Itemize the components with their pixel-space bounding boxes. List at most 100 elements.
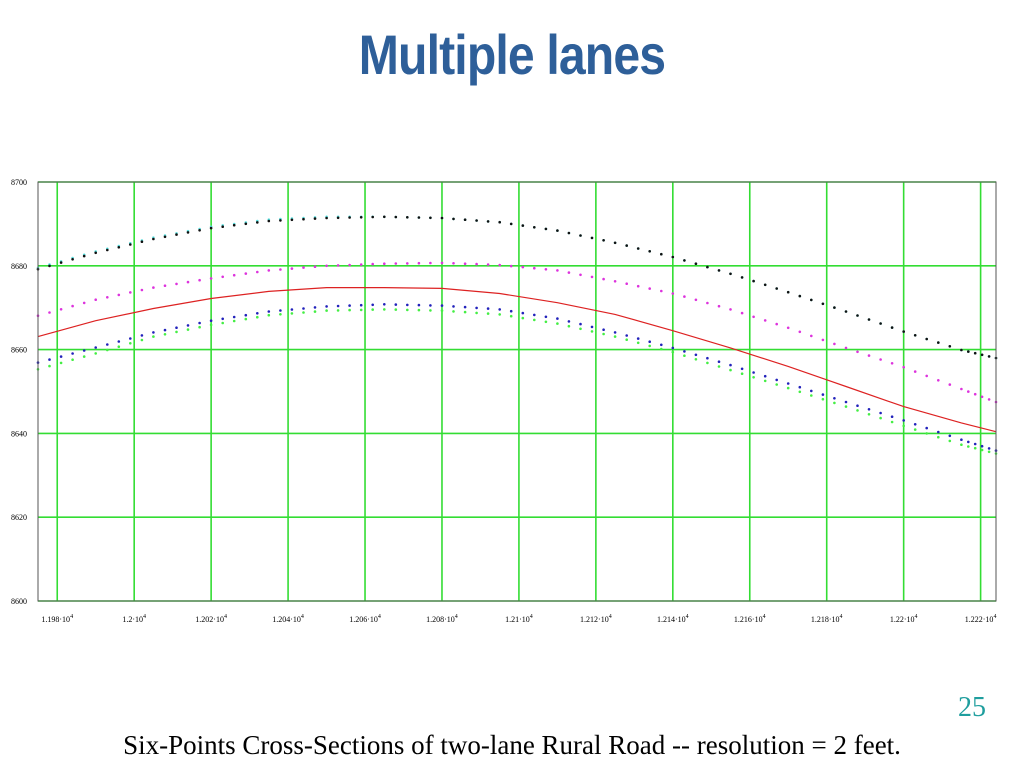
series-point [833,401,836,405]
series-point [336,309,340,312]
x-tick-label: 1.21·104 [505,614,533,624]
series-point [671,255,675,259]
series-point [117,246,121,249]
series-point [613,335,617,338]
series-point [752,371,755,374]
series-point [579,234,582,237]
series-point [498,263,502,267]
y-tick-label: 8620 [11,513,27,522]
series-point [348,308,351,312]
series-point [509,309,513,313]
series-point [498,220,502,224]
series-point [602,277,605,281]
plot-frame [37,181,997,602]
series-point [406,308,409,312]
series-point [821,393,825,396]
series-point [440,309,444,312]
series-point [59,361,63,365]
series-point [636,247,640,250]
series-point [660,347,663,351]
series-point [613,331,617,334]
series-point [152,237,155,241]
series-point [648,287,651,290]
series-4 [37,287,997,433]
series-point [244,317,248,321]
series-point [232,273,236,277]
series-point [152,335,155,338]
series-point [967,445,970,448]
series-point [348,304,351,307]
series-point [973,442,977,446]
series-point [244,272,248,275]
series-point [232,315,236,319]
series-point [671,346,675,350]
series-point [856,409,859,412]
y-tick-label: 8660 [11,346,27,355]
series-point [486,307,490,310]
series-point [844,310,848,313]
series-point [973,351,977,355]
series-point [740,372,744,376]
series-point [648,340,651,344]
series-point [429,261,432,265]
series-point [602,239,605,242]
series-point [879,358,882,361]
series-point [82,254,86,258]
series-point [59,355,63,358]
y-tick-label: 8640 [11,429,27,438]
series-point [498,313,502,316]
series-point [59,308,63,311]
series-point [509,314,513,318]
series-point [902,419,905,422]
series-point [925,337,928,341]
series-point [694,262,698,266]
x-tick-label: 1.206·104 [349,614,381,624]
series-point [660,289,663,293]
series-point [209,323,213,327]
series-point [475,311,478,315]
series-point [325,216,328,220]
chart-grid [38,181,996,602]
series-point [590,275,594,279]
series-point [359,308,363,312]
series-point [694,353,698,357]
y-tick-label: 8600 [11,597,27,606]
series-point [221,225,224,228]
series-point [913,428,917,431]
series-point [937,341,940,344]
x-tick-label: 1.222·104 [965,614,997,624]
series-point [359,216,363,219]
series-point [521,316,525,320]
series-point [429,216,432,220]
series-point [186,280,190,284]
y-tick-label: 8700 [11,178,27,187]
series-point [325,305,328,308]
series-point [71,304,74,308]
series-point [833,342,836,346]
series-point [82,355,86,358]
series-point [486,312,490,315]
x-tick-label: 1.202·104 [195,614,227,624]
series-point [856,350,859,354]
series-point [175,282,178,286]
series-point [440,261,444,265]
series-point [198,278,201,282]
slide-caption: Six-Points Cross-Sections of two-lane Ru… [123,730,901,760]
series-point [336,304,340,308]
series-point [521,224,525,227]
slide-title: Multiple lanes [358,23,666,86]
series-point [890,420,894,424]
series-point [890,326,894,329]
series-point [59,261,63,264]
series-point [290,312,294,315]
series-point [740,311,744,315]
series-point [706,301,709,305]
series-point [821,302,825,306]
series-point [752,315,755,319]
series-point [613,280,617,283]
series-point [429,309,432,312]
series-point [980,395,984,399]
series-point [383,262,386,266]
series-point [198,229,201,232]
series-point [867,318,871,321]
